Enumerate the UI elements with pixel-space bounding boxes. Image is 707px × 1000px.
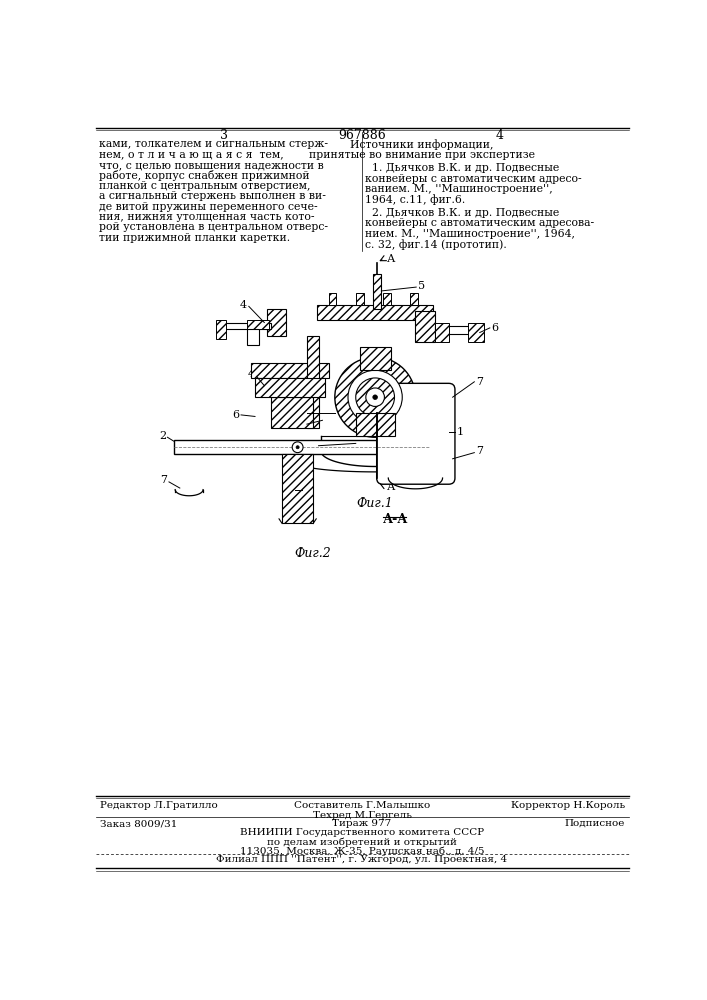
Text: 2: 2 bbox=[310, 442, 317, 452]
Text: рой установлена в центральном отверс-: рой установлена в центральном отверс- bbox=[99, 222, 328, 232]
Text: ванием. М., ''Машиностроение'',: ванием. М., ''Машиностроение'', bbox=[365, 184, 553, 194]
Bar bbox=[247, 320, 269, 329]
Text: 3: 3 bbox=[220, 129, 228, 142]
Text: Заказ 8009/31: Заказ 8009/31 bbox=[100, 819, 177, 828]
Text: ВНИИПИ Государственного комитета СССР: ВНИИПИ Государственного комитета СССР bbox=[240, 828, 484, 837]
Text: планкой с центральным отверстием,: планкой с центральным отверстием, bbox=[99, 181, 310, 191]
Circle shape bbox=[348, 370, 402, 424]
Circle shape bbox=[296, 446, 299, 449]
Bar bbox=[282, 454, 313, 523]
Text: 1: 1 bbox=[457, 427, 464, 437]
Circle shape bbox=[356, 378, 395, 416]
Text: нием. М., ''Машиностроение'', 1964,: нием. М., ''Машиностроение'', 1964, bbox=[365, 229, 575, 239]
Bar bbox=[435, 326, 474, 334]
Circle shape bbox=[335, 357, 416, 437]
Text: а сигнальный стержень выполнен в ви-: а сигнальный стержень выполнен в ви- bbox=[99, 191, 326, 201]
Text: Тираж 977: Тираж 977 bbox=[332, 819, 392, 828]
Text: Техред М.Гергель: Техред М.Гергель bbox=[312, 811, 411, 820]
Circle shape bbox=[373, 395, 378, 400]
Text: с. 32, фиг.14 (прототип).: с. 32, фиг.14 (прототип). bbox=[365, 239, 507, 250]
Text: 1. Дьячков В.К. и др. Подвесные: 1. Дьячков В.К. и др. Подвесные bbox=[365, 163, 559, 173]
Text: 967886: 967886 bbox=[338, 129, 386, 142]
Bar bbox=[468, 323, 484, 342]
Text: А: А bbox=[387, 482, 395, 492]
Text: тии прижимной планки каретки.: тии прижимной планки каретки. bbox=[99, 233, 291, 243]
Text: 2: 2 bbox=[159, 431, 166, 441]
Text: по делам изобретений и открытий: по делам изобретений и открытий bbox=[267, 838, 457, 847]
Text: нем, о т л и ч а ю щ а я с я  тем,: нем, о т л и ч а ю щ а я с я тем, bbox=[99, 150, 284, 160]
Text: Подписное: Подписное bbox=[564, 819, 625, 828]
Bar bbox=[307, 336, 320, 428]
Text: конвейеры с автоматическим адресо-: конвейеры с автоматическим адресо- bbox=[365, 174, 582, 184]
Text: А-А: А-А bbox=[383, 513, 408, 526]
Bar bbox=[271, 397, 313, 428]
Text: 113035, Москва, Ж-35, Раушская наб., д. 4/5: 113035, Москва, Ж-35, Раушская наб., д. … bbox=[240, 847, 484, 856]
Text: Корректор Н.Король: Корректор Н.Король bbox=[510, 801, 625, 810]
Bar bbox=[255, 378, 325, 397]
Bar bbox=[435, 323, 449, 342]
Bar bbox=[383, 293, 391, 305]
Bar bbox=[356, 413, 395, 436]
Text: 5: 5 bbox=[418, 281, 425, 291]
Bar bbox=[220, 323, 271, 329]
Bar bbox=[373, 274, 380, 309]
Text: конвейеры с автоматическим адресова-: конвейеры с автоматическим адресова- bbox=[365, 218, 594, 228]
Text: Филиал ППП ''Патент'', г. Ужгород, ул. Проектная, 4: Филиал ППП ''Патент'', г. Ужгород, ул. П… bbox=[216, 855, 508, 864]
Text: Редактор Л.Гратилло: Редактор Л.Гратилло bbox=[100, 801, 218, 810]
Text: 6: 6 bbox=[491, 323, 498, 333]
Text: 4: 4 bbox=[240, 300, 247, 310]
Text: Фиг.1: Фиг.1 bbox=[357, 497, 394, 510]
Text: де витой пружины переменного сече-: де витой пружины переменного сече- bbox=[99, 202, 318, 212]
Text: 3: 3 bbox=[298, 408, 305, 418]
Bar bbox=[251, 363, 329, 378]
Text: Составитель Г.Малышко: Составитель Г.Малышко bbox=[294, 801, 430, 810]
Bar bbox=[416, 311, 435, 342]
Text: 7: 7 bbox=[476, 446, 483, 456]
Bar bbox=[174, 440, 429, 454]
Bar bbox=[360, 347, 391, 370]
Text: 1: 1 bbox=[298, 419, 305, 429]
Text: что, с целью повышения надежности в: что, с целью повышения надежности в bbox=[99, 160, 324, 170]
Text: 2. Дьячков В.К. и др. Подвесные: 2. Дьячков В.К. и др. Подвесные bbox=[365, 208, 559, 218]
Text: принятые во внимание при экспертизе: принятые во внимание при экспертизе bbox=[309, 150, 534, 160]
Bar bbox=[267, 309, 286, 336]
Circle shape bbox=[366, 388, 385, 406]
Bar bbox=[216, 320, 226, 339]
Bar bbox=[247, 329, 259, 345]
Text: Фиг.2: Фиг.2 bbox=[295, 547, 332, 560]
Text: ками, толкателем и сигнальным стерж-: ками, толкателем и сигнальным стерж- bbox=[99, 139, 328, 149]
Text: 1964, с.11, фиг.6.: 1964, с.11, фиг.6. bbox=[365, 194, 465, 205]
Text: 7: 7 bbox=[476, 377, 483, 387]
Text: Источники информации,: Источники информации, bbox=[350, 139, 493, 150]
Bar bbox=[410, 293, 418, 305]
Text: работе, корпус снабжен прижимной: работе, корпус снабжен прижимной bbox=[99, 170, 310, 181]
Text: ния, нижняя утолщенная часть кото-: ния, нижняя утолщенная часть кото- bbox=[99, 212, 315, 222]
Bar bbox=[356, 293, 363, 305]
Bar bbox=[317, 305, 433, 320]
Text: 6: 6 bbox=[233, 410, 240, 420]
Text: 4: 4 bbox=[248, 369, 255, 379]
FancyBboxPatch shape bbox=[377, 383, 455, 484]
Circle shape bbox=[292, 442, 303, 453]
Text: 7: 7 bbox=[160, 475, 168, 485]
Bar bbox=[329, 293, 337, 305]
Text: А: А bbox=[387, 254, 395, 264]
Text: 4: 4 bbox=[495, 129, 503, 142]
Text: 3: 3 bbox=[286, 484, 293, 494]
